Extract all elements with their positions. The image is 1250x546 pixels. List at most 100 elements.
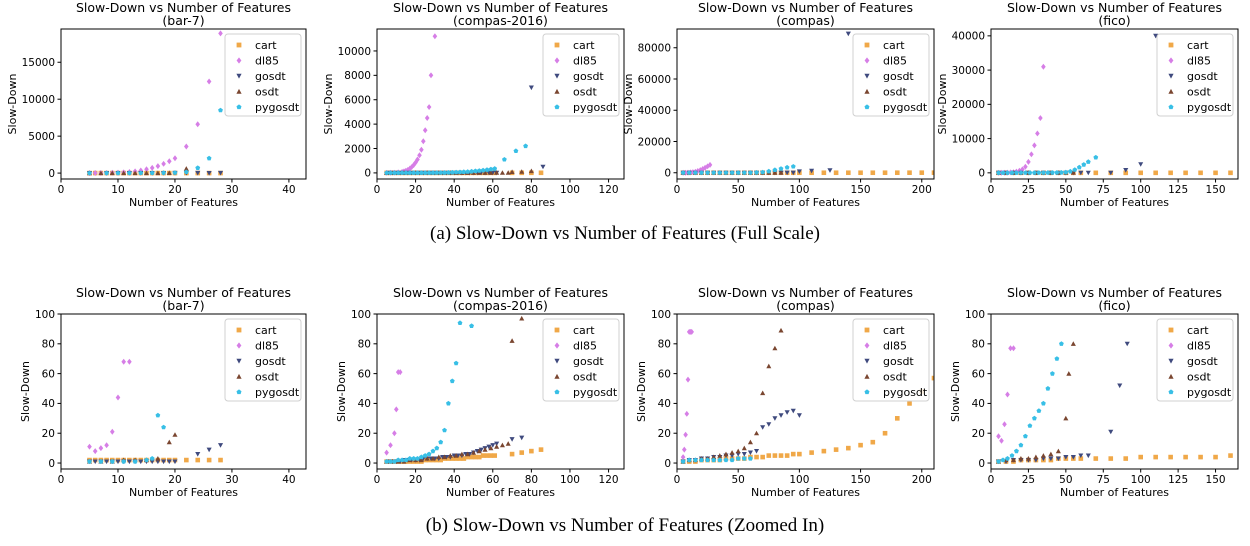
point-gosdt (784, 410, 790, 415)
point-osdt (413, 457, 419, 463)
point-dl85 (432, 33, 438, 40)
point-pygosdt (754, 170, 759, 175)
x-tick-label: 100 (560, 474, 580, 486)
chart-panel-5: Slow-Down vs Number of Features(bar-7) 0 1… (19, 285, 307, 499)
legend-box (224, 33, 302, 117)
point-cart (434, 457, 440, 463)
chart-title: Slow-Down vs Number of Features (698, 285, 913, 300)
point-pygosdt (476, 168, 482, 173)
point-pygosdt (772, 167, 778, 172)
point-pygosdt (419, 170, 424, 175)
y-tick-label: 6000 (344, 95, 371, 107)
x-tick-label: 20 (409, 184, 422, 196)
point-gosdt (528, 85, 534, 91)
point-gosdt (796, 169, 802, 174)
chart-panel-4: Slow-Down vs Number of Features(fico) 0 25… (936, 0, 1239, 209)
point-cart (760, 454, 765, 460)
y-tick-label: 40 (972, 398, 985, 410)
point-osdt (505, 441, 511, 446)
point-pygosdt (115, 170, 121, 176)
point-pygosdt (711, 457, 717, 463)
point-gosdt (778, 413, 784, 418)
legend-label-osdt: osdt (255, 371, 279, 384)
x-tick-label: 100 (560, 184, 580, 196)
point-dl85 (127, 358, 132, 365)
y-tick-label: 60 (42, 368, 55, 380)
point-dl85 (428, 72, 434, 79)
y-axis-label: Slow-Down (635, 361, 648, 422)
point-pygosdt (680, 459, 686, 464)
point-gosdt (115, 459, 121, 465)
y-tick-label: 0 (364, 168, 371, 180)
point-pygosdt (109, 459, 115, 464)
point-pygosdt (1041, 400, 1046, 406)
y-tick-label: 40 (658, 398, 671, 410)
plot-frame (60, 313, 307, 470)
point-gosdt (519, 435, 525, 441)
point-osdt (488, 170, 494, 175)
legend-label-osdt: osdt (1187, 371, 1211, 384)
point-pygosdt (723, 457, 729, 463)
point-osdt (717, 453, 723, 458)
data-points (87, 30, 224, 176)
point-dl85 (155, 163, 161, 170)
legend: cart dl85 gosdt osdt pygosdt (1156, 318, 1234, 402)
point-pygosdt (996, 170, 1001, 175)
point-gosdt (790, 408, 796, 414)
x-tick-label: 120 (599, 184, 619, 196)
point-pygosdt (161, 424, 166, 430)
point-dl85 (394, 406, 399, 413)
point-cart (754, 454, 759, 460)
point-gosdt (161, 459, 167, 465)
x-tick-label: 100 (789, 184, 809, 196)
point-dl85 (702, 164, 708, 171)
point-pygosdt (996, 459, 1001, 464)
y-tick-label: 20 (658, 428, 671, 440)
chart-panel-7: Slow-Down vs Number of Features(compas) 0… (635, 285, 935, 499)
point-pygosdt (104, 170, 109, 176)
x-tick-label: 0 (374, 184, 381, 196)
point-osdt (519, 169, 525, 174)
chart-subtitle: (fico) (1098, 298, 1130, 313)
legend-label-pygosdt: pygosdt (255, 386, 300, 399)
point-gosdt (760, 425, 766, 430)
point-cart (931, 375, 934, 381)
point-cart (870, 439, 876, 445)
point-gosdt (772, 416, 778, 421)
legend-marker-cart (554, 42, 560, 48)
point-cart (833, 447, 839, 452)
x-axis-label: Number of Features (1060, 486, 1169, 499)
x-tick-label: 40 (282, 474, 295, 486)
point-dl85 (1026, 158, 1031, 165)
chart-subtitle: (compas-2016) (453, 13, 548, 28)
y-tick-label: 0 (978, 458, 985, 470)
point-dl85 (167, 158, 172, 165)
y-tick-label: 100 (965, 309, 985, 321)
y-tick-label: 5000 (28, 131, 55, 143)
legend-marker-gosdt (1168, 358, 1174, 364)
legend-marker-osdt (864, 88, 870, 94)
point-cart (480, 453, 486, 458)
point-pygosdt (513, 148, 519, 153)
point-pygosdt (461, 169, 467, 174)
point-pygosdt (748, 170, 753, 175)
legend-label-gosdt: gosdt (883, 355, 914, 368)
point-cart (778, 453, 784, 458)
legend-marker-gosdt (554, 358, 560, 364)
point-dl85 (407, 165, 413, 172)
chart-title: Slow-Down vs Number of Features (1007, 285, 1222, 300)
point-pygosdt (717, 170, 723, 175)
point-pygosdt (766, 168, 772, 174)
point-osdt (519, 315, 525, 321)
chart-panel-8: Slow-Down vs Number of Features(fico) 0 25… (949, 285, 1239, 499)
y-tick-label: 20 (42, 428, 55, 440)
legend-label-dl85: dl85 (1187, 340, 1211, 353)
legend-marker-dl85 (864, 57, 870, 64)
point-dl85 (1041, 63, 1046, 70)
y-tick-label: 80000 (638, 43, 671, 55)
point-cart (184, 457, 189, 463)
x-tick-label: 100 (789, 474, 809, 486)
x-tick-label: 60 (486, 184, 499, 196)
point-pygosdt (1054, 356, 1060, 361)
